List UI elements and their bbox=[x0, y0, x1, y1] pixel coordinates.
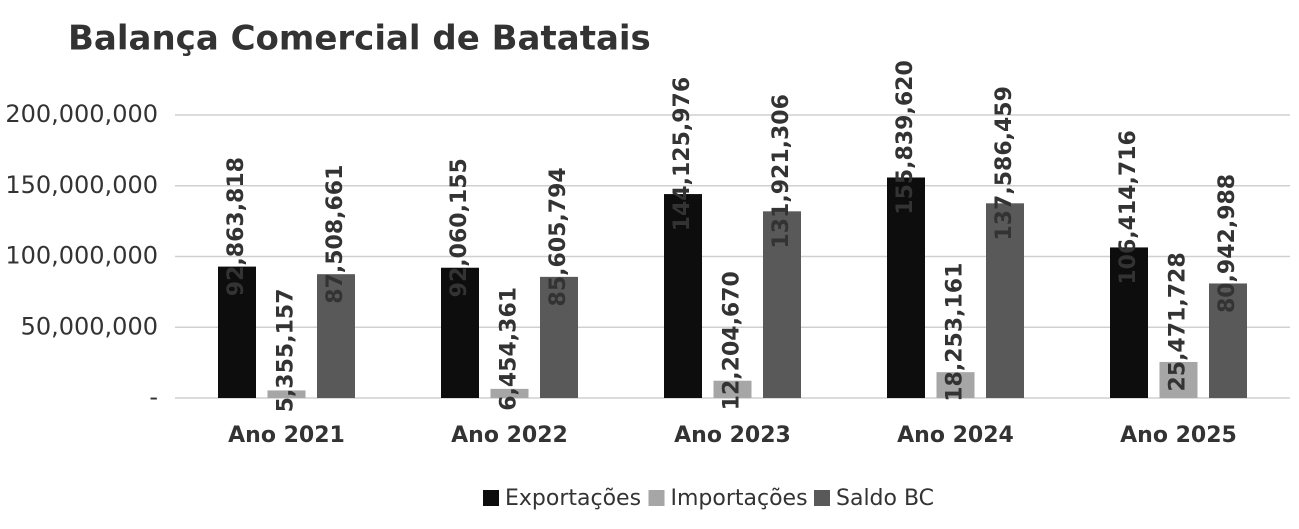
bar bbox=[317, 274, 355, 398]
legend-label: Importações bbox=[671, 486, 808, 511]
x-tick-label: Ano 2025 bbox=[1120, 423, 1237, 448]
data-label: 80,942,988 bbox=[1215, 174, 1240, 313]
legend-swatch bbox=[648, 490, 665, 506]
data-label: 92,060,155 bbox=[447, 158, 472, 297]
bar bbox=[936, 372, 975, 398]
data-label: 137,586,459 bbox=[992, 86, 1017, 240]
data-label: 25,471,728 bbox=[1166, 252, 1191, 391]
x-tick-label: Ano 2021 bbox=[228, 423, 345, 448]
bar bbox=[986, 203, 1024, 398]
bar bbox=[1110, 247, 1148, 398]
data-label: 144,125,976 bbox=[670, 77, 695, 231]
data-label: 85,605,794 bbox=[546, 167, 571, 306]
data-label: 18,253,161 bbox=[943, 263, 968, 402]
y-tick-label: 200,000,000 bbox=[5, 100, 158, 128]
bar bbox=[218, 266, 256, 398]
legend-label: Saldo BC bbox=[836, 486, 934, 511]
bar bbox=[540, 276, 578, 398]
data-label: 87,508,661 bbox=[323, 165, 348, 304]
bar bbox=[887, 177, 925, 398]
bar bbox=[713, 380, 752, 398]
legend-swatch bbox=[814, 490, 830, 506]
x-tick-label: Ano 2022 bbox=[451, 423, 568, 448]
bar bbox=[664, 194, 702, 398]
bar bbox=[763, 211, 801, 398]
data-label: 6,454,361 bbox=[497, 287, 522, 411]
x-tick-label: Ano 2023 bbox=[674, 423, 791, 448]
x-tick-label: Ano 2024 bbox=[897, 423, 1014, 448]
bar bbox=[1159, 361, 1198, 398]
bar bbox=[1209, 283, 1247, 398]
data-label: 92,863,818 bbox=[224, 157, 249, 296]
y-tick-label: - bbox=[149, 383, 158, 411]
legend-label: Exportações bbox=[505, 486, 641, 511]
data-label: 12,204,670 bbox=[720, 271, 745, 410]
y-tick-label: 50,000,000 bbox=[21, 312, 158, 340]
chart-title: Balança Comercial de Batatais bbox=[68, 19, 651, 59]
data-label: 155,839,620 bbox=[893, 60, 918, 214]
data-label: 131,921,306 bbox=[769, 94, 794, 248]
data-label: 106,414,716 bbox=[1116, 130, 1141, 284]
data-label: 5,355,157 bbox=[274, 288, 299, 412]
y-tick-label: 150,000,000 bbox=[5, 171, 158, 199]
bar bbox=[490, 388, 529, 398]
bar bbox=[267, 390, 306, 398]
legend-swatch bbox=[483, 490, 499, 506]
bar bbox=[441, 267, 479, 398]
y-tick-label: 100,000,000 bbox=[5, 242, 158, 270]
